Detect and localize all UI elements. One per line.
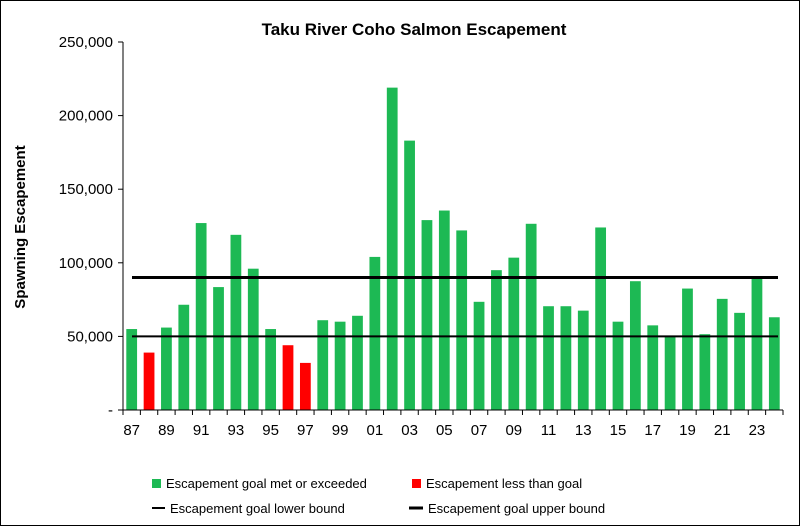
legend-swatch-below [412, 479, 421, 488]
x-tick-label: 11 [541, 422, 557, 439]
bar-1993 [230, 234, 242, 410]
bar-2024 [768, 317, 780, 410]
bar-2007 [473, 301, 485, 410]
x-tick-label: 99 [332, 422, 349, 439]
x-tick-label: 19 [679, 422, 696, 439]
bar-2021 [716, 298, 728, 410]
x-tick-label: 13 [575, 422, 592, 439]
bar-1987 [126, 329, 138, 410]
y-axis: - 50,000 100,000 150,000 200,000 250,000 [59, 34, 124, 419]
bar-2020 [699, 334, 711, 410]
legend-label-met: Escapement goal met or exceeded [166, 476, 367, 491]
bar-2013 [577, 310, 589, 410]
bar-2017 [647, 325, 659, 410]
bar-2004 [421, 220, 433, 410]
bar-2011 [543, 306, 554, 410]
x-tick-label: 07 [471, 422, 488, 439]
y-tick-label: 250,000 [59, 34, 113, 51]
x-axis: 87 89 91 93 95 97 99 01 03 05 07 09 11 13 15 17 19 21 23 [122, 409, 784, 439]
bar-1990 [178, 304, 190, 410]
x-tick-label: 91 [193, 422, 210, 439]
bar-1988 [143, 352, 155, 410]
legend-label-lower: Escapement goal lower bound [170, 501, 345, 516]
bar-2022 [734, 312, 745, 410]
bar-2009 [508, 257, 520, 410]
bar-2014 [595, 227, 607, 410]
y-axis-label: Spawning Escapement [12, 145, 29, 308]
x-tick-label: 89 [158, 422, 175, 439]
y-tick-label: 50,000 [67, 328, 113, 345]
bar-2008 [491, 270, 502, 410]
bar-2015 [612, 321, 624, 410]
x-tick-label: 09 [505, 422, 522, 439]
bar-2003 [404, 140, 415, 410]
bar-2018 [664, 336, 676, 410]
bar-2016 [629, 281, 641, 410]
x-tick-label: 95 [262, 422, 279, 439]
bars-group [126, 87, 780, 410]
y-tick-label: 150,000 [59, 181, 113, 198]
bar-2000 [352, 315, 363, 410]
bar-2012 [560, 306, 572, 410]
x-tick-label: 21 [714, 422, 731, 439]
x-tick-label: 93 [228, 422, 245, 439]
bar-2019 [682, 288, 693, 410]
y-tick-label: - [108, 402, 113, 419]
y-tick-label: 200,000 [59, 108, 113, 125]
bar-2023 [751, 277, 763, 410]
chart-title: Taku River Coho Salmon Escapement [262, 20, 567, 39]
x-tick-label: 17 [644, 422, 661, 439]
bar-2010 [525, 223, 537, 410]
x-tick-label: 15 [610, 422, 627, 439]
legend-swatch-met [152, 479, 161, 488]
x-tick-label: 01 [366, 422, 383, 439]
legend: Escapement goal met or exceeded Escapeme… [152, 476, 605, 516]
bar-2006 [456, 230, 468, 410]
bar-1989 [161, 327, 172, 410]
bar-1992 [213, 287, 224, 410]
x-tick-label: 87 [123, 422, 140, 439]
bar-1997 [299, 362, 311, 410]
bar-1995 [265, 329, 277, 410]
x-tick-label: 05 [436, 422, 453, 439]
bar-2002 [386, 87, 398, 410]
y-tick-label: 100,000 [59, 255, 113, 272]
bar-1999 [334, 321, 346, 410]
bar-1991 [195, 223, 207, 410]
x-tick-label: 97 [297, 422, 314, 439]
bar-1994 [247, 268, 259, 410]
legend-label-below: Escapement less than goal [426, 476, 582, 491]
goal-lines-group [132, 276, 778, 338]
x-tick-label: 23 [749, 422, 766, 439]
bar-1996 [282, 345, 294, 410]
bar-2005 [438, 210, 450, 410]
bar-1998 [317, 320, 329, 410]
legend-label-upper: Escapement goal upper bound [428, 501, 605, 516]
bar-2001 [369, 256, 381, 410]
x-tick-label: 03 [401, 422, 418, 439]
